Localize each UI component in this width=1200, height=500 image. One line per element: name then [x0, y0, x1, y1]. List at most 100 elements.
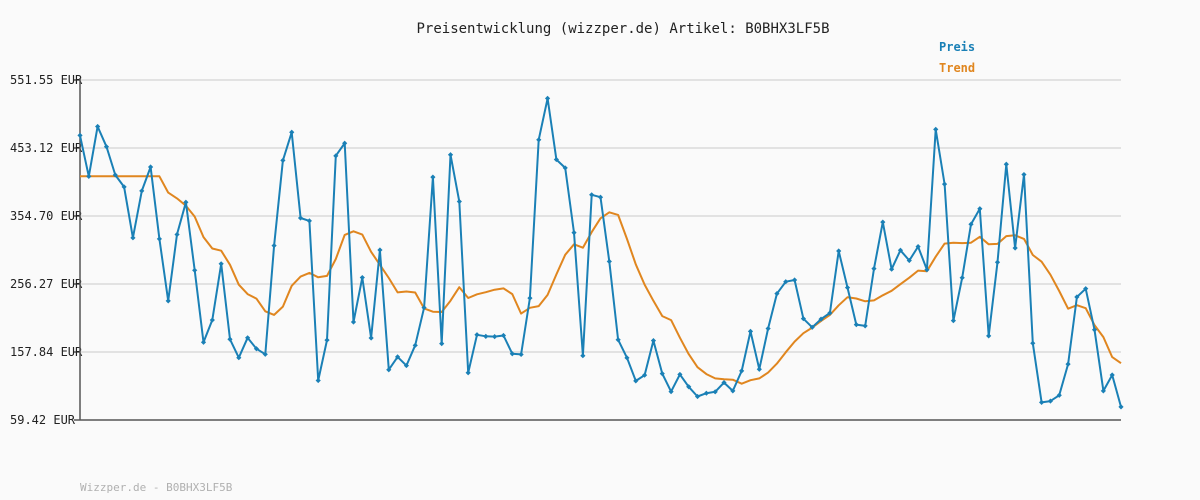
data-point-preis [262, 351, 268, 357]
data-point-preis [915, 244, 921, 250]
data-point-preis [1100, 388, 1106, 394]
data-point-preis [1065, 361, 1071, 367]
data-point-preis [1074, 294, 1080, 300]
data-point-preis [377, 247, 383, 253]
data-point-preis [245, 335, 251, 341]
data-point-preis [615, 337, 621, 343]
data-point-preis [747, 328, 754, 334]
data-point-preis [862, 323, 868, 329]
data-point-preis [139, 188, 145, 194]
data-point-preis [192, 267, 198, 273]
data-point-preis [827, 310, 833, 316]
data-point-preis [853, 322, 859, 328]
data-point-preis [518, 351, 524, 358]
data-point-preis [950, 318, 956, 324]
data-point-preis [253, 346, 260, 352]
data-point-preis [368, 335, 374, 341]
chart-title: Preisentwicklung (wizzper.de) Artikel: B… [416, 21, 829, 37]
data-point-preis [597, 194, 604, 200]
data-point-preis [412, 342, 418, 348]
data-point-preis [668, 389, 674, 395]
data-point-preis [77, 132, 83, 138]
data-point-preis [730, 388, 736, 394]
data-point-preis [236, 355, 242, 361]
data-point-preis [394, 354, 401, 360]
data-point-preis [227, 336, 233, 342]
data-point-preis [421, 305, 427, 311]
data-point-preis [271, 242, 277, 249]
data-point-preis [1003, 161, 1009, 167]
legend-entry-trend: Trend [939, 61, 975, 75]
data-point-preis [386, 367, 392, 373]
data-point-preis [844, 284, 851, 291]
data-point-preis [95, 123, 101, 130]
data-point-preis [218, 261, 224, 267]
data-point-preis [553, 156, 559, 163]
data-point-preis [112, 172, 118, 178]
data-point-preis [897, 247, 904, 253]
data-point-preis [350, 319, 357, 325]
data-point-preis [906, 257, 912, 264]
data-point-preis [783, 279, 789, 285]
data-point-preis [836, 248, 842, 254]
data-point-preis [642, 372, 648, 378]
legend-entry-preis: Preis [939, 40, 975, 54]
data-point-preis [562, 165, 568, 171]
data-point-preis [447, 152, 454, 158]
data-point-preis [403, 362, 410, 369]
data-point-preis [439, 341, 445, 347]
y-tick-label: 157.84 EUR [10, 345, 83, 359]
data-point-preis [686, 384, 692, 390]
data-point-preis [536, 137, 542, 143]
data-point-preis [933, 126, 939, 132]
y-tick-label: 453.12 EUR [10, 141, 83, 155]
data-point-preis [86, 173, 92, 180]
data-point-preis [456, 198, 462, 205]
y-tick-label: 59.42 EUR [10, 413, 76, 427]
data-point-preis [880, 219, 886, 225]
data-point-preis [791, 277, 798, 283]
data-point-preis [342, 140, 348, 146]
data-point-preis [818, 316, 824, 322]
data-point-preis [624, 355, 630, 361]
data-point-preis [200, 339, 207, 345]
data-point-preis [1118, 404, 1124, 410]
y-axis-ticks: 551.55 EUR 453.12 EUR 354.70 EUR 256.27 EUR… [10, 73, 83, 427]
data-point-preis [677, 371, 683, 378]
data-point-preis [156, 236, 162, 242]
y-tick-label: 354.70 EUR [10, 209, 83, 223]
y-tick-label: 551.55 EUR [10, 73, 83, 87]
legend: Preis Trend [939, 40, 975, 75]
data-point-preis [959, 275, 965, 281]
data-point-preis [633, 378, 639, 384]
data-point-preis [941, 181, 948, 187]
data-point-preis [165, 298, 171, 304]
data-point-preis [650, 337, 657, 344]
data-point-preis [130, 235, 136, 241]
data-point-preis [474, 332, 480, 338]
data-point-preis [280, 157, 286, 163]
data-point-preis [994, 259, 1001, 265]
data-point-preis [1021, 171, 1027, 178]
data-point-preis [1109, 372, 1115, 378]
data-point-preis [430, 174, 436, 180]
grid-lines [80, 79, 1121, 353]
data-point-preis [580, 353, 586, 359]
data-point-preis [527, 295, 533, 301]
data-point-preis [500, 332, 507, 339]
data-point-preis [721, 379, 727, 386]
data-point-preis [1012, 245, 1018, 251]
data-point-preis [333, 153, 339, 159]
data-point-preis [544, 95, 551, 102]
data-point-preis [756, 366, 762, 372]
data-point-preis [297, 215, 304, 221]
data-point-preis [871, 266, 877, 272]
series-layer [77, 95, 1124, 410]
data-point-preis [209, 317, 215, 323]
series-line-preis [79, 97, 1122, 408]
data-point-preis [659, 371, 665, 377]
data-point-preis [315, 377, 321, 384]
data-point-preis [1030, 340, 1036, 346]
data-point-preis [1039, 399, 1045, 405]
